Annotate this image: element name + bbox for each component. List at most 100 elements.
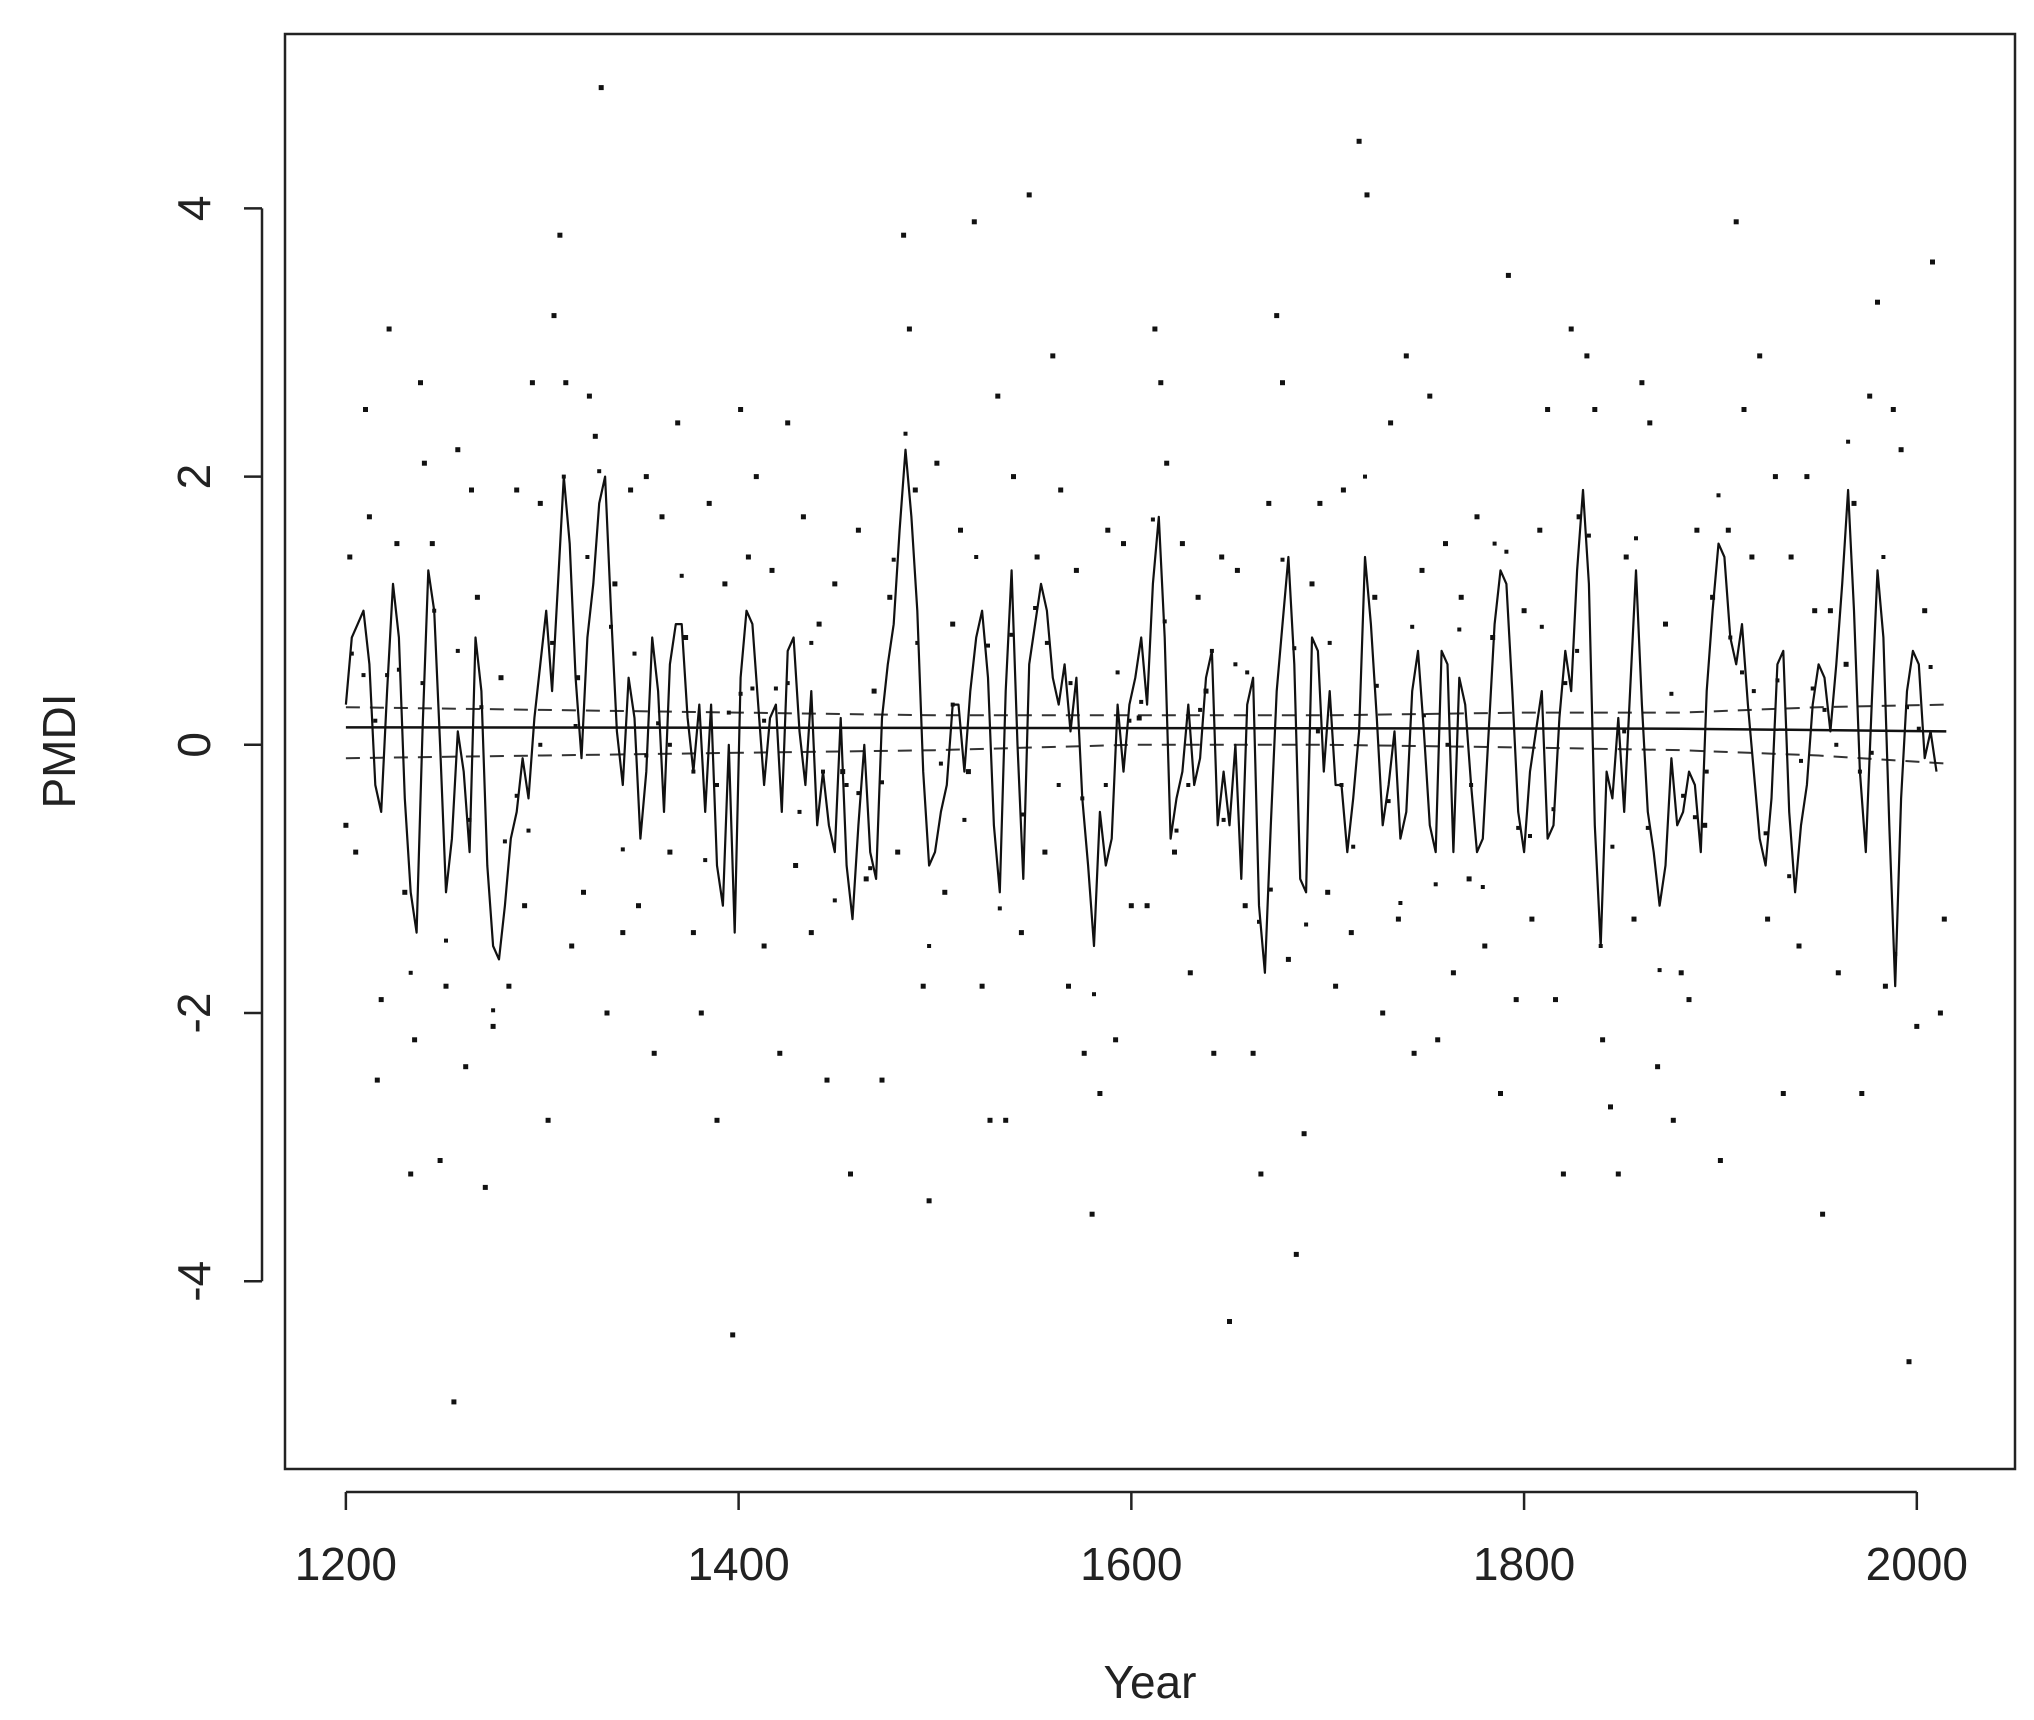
data-point [612,581,618,587]
data-point [1026,192,1032,198]
data-point [1498,1091,1503,1096]
data-point [1056,783,1061,787]
data-point [1266,500,1272,506]
data-point [1480,885,1485,889]
data-point [1788,554,1794,560]
data-point [762,718,767,723]
data-point [597,469,602,474]
data-point [361,673,366,678]
data-point [1011,474,1016,480]
data-point [745,554,751,560]
data-point [1372,594,1378,600]
data-point [1716,493,1721,498]
data-point [1780,1091,1786,1096]
data-point [502,839,507,844]
data-point [730,1332,736,1338]
data-point [1411,1050,1417,1056]
data-point [1576,514,1582,520]
data-point [1211,1050,1217,1056]
data-point [1575,648,1580,653]
data-point [1669,691,1674,696]
data-point [987,1117,993,1123]
data-point [545,1117,551,1123]
data-point [753,474,759,480]
x-axis: 1200 1400 1600 1800 2000 [295,1490,1968,1590]
data-point [1317,500,1323,506]
data-point [1458,594,1464,600]
data-point [726,710,731,715]
data-point [1757,353,1763,359]
x-tick-label: 1600 [1080,1538,1182,1590]
data-point [912,487,918,493]
data-point [1293,1251,1299,1257]
data-point [1073,567,1079,573]
data-point [394,541,400,547]
data-point [1704,769,1709,774]
data-point [396,667,401,672]
data-point [1388,420,1394,426]
data-point [628,487,634,493]
data-point [1033,606,1038,610]
data-point [1127,718,1132,723]
data-point [690,930,696,936]
data-point [538,742,543,747]
data-point [1274,313,1280,319]
data-point [1513,997,1519,1003]
data-point [667,849,673,855]
data-point [942,889,948,895]
data-point [620,847,625,852]
data-point [514,793,519,798]
data-point [1694,527,1700,533]
data-point [1749,554,1755,560]
data-point [1089,1211,1095,1217]
data-point [683,635,689,640]
x-tick-label: 1400 [687,1538,789,1590]
data-point [1796,943,1802,949]
upper-band-line [345,703,1947,717]
data-point [871,688,877,694]
data-point [455,648,460,653]
x-tick-label: 1200 [295,1538,397,1590]
data-point [962,817,967,822]
data-point [437,1158,443,1163]
confidence-bands [345,703,1947,765]
data-point [1631,916,1637,922]
data-point [386,326,392,332]
data-point [620,930,626,936]
data-point [793,863,799,868]
data-point [1034,554,1040,560]
data-point [420,681,425,686]
data-point [1351,844,1356,849]
data-point [1380,1010,1386,1016]
data-point [636,903,641,909]
data-point [920,983,926,989]
data-point [1258,1171,1264,1177]
data-point [1639,380,1645,386]
data-point [1600,1037,1606,1043]
data-point [1610,844,1615,849]
data-point [1881,555,1886,559]
data-point [1922,608,1928,614]
y-tick-label: 0 [168,732,220,758]
data-point [1174,828,1179,833]
data-point [675,420,681,426]
data-point [563,380,569,386]
data-point [1139,699,1144,704]
data-point [463,1064,469,1070]
data-point [848,1171,853,1177]
data-point [1315,729,1320,734]
data-point [1787,874,1792,879]
data-point [1663,621,1668,627]
data-point [971,219,977,225]
data-point [1227,1319,1232,1324]
data-point [1898,447,1904,453]
data-point [491,1008,496,1013]
data-point [1804,474,1810,480]
data-point [1504,549,1509,554]
data-point [514,487,520,493]
data-point [879,1077,885,1083]
data-point [1009,632,1014,637]
data-point [1144,903,1150,909]
data-point [378,997,384,1003]
